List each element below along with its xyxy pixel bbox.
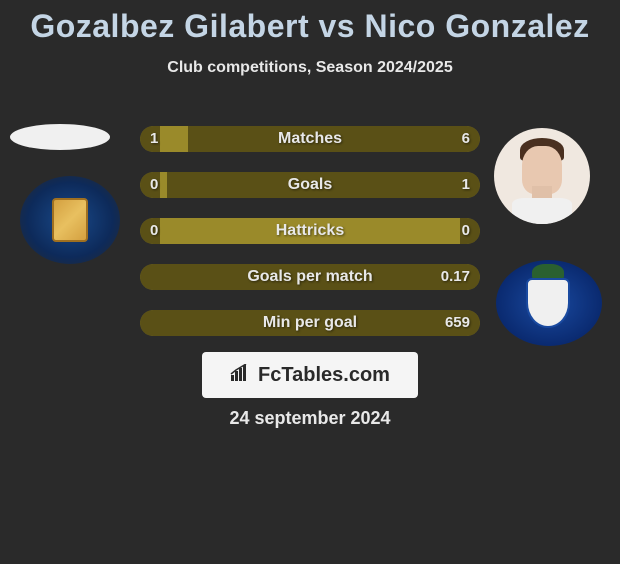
page-subtitle: Club competitions, Season 2024/2025 — [0, 59, 620, 77]
stat-value-right: 1 — [462, 172, 470, 198]
stat-row: Goals0 1 — [140, 172, 480, 198]
date-text: 24 september 2024 — [0, 408, 620, 429]
stat-row: Min per goal659 — [140, 310, 480, 336]
stat-value-left: 0 — [150, 218, 158, 244]
stat-value-right: 0.17 — [441, 264, 470, 290]
brand-badge: FcTables.com — [202, 352, 418, 398]
club-left-crest-icon — [52, 198, 88, 242]
stat-row: Hattricks0 0 — [140, 218, 480, 244]
player-left-club-badge — [20, 176, 120, 264]
stat-value-right: 659 — [445, 310, 470, 336]
stat-value-left: 0 — [150, 172, 158, 198]
player-left-avatar — [10, 124, 110, 150]
stat-value-left: 1 — [150, 126, 158, 152]
avatar-shirt — [512, 198, 572, 224]
bottom-strip — [0, 564, 620, 580]
stat-label: Goals per match — [140, 264, 480, 290]
stat-value-right: 6 — [462, 126, 470, 152]
comparison-infographic: Gozalbez Gilabert vs Nico Gonzalez Club … — [0, 0, 620, 580]
player-right-avatar — [494, 128, 590, 224]
stats-bars: Matches16Goals01Hattricks00Goals per mat… — [140, 126, 480, 356]
stat-row: Goals per match0.17 — [140, 264, 480, 290]
page-title: Gozalbez Gilabert vs Nico Gonzalez — [0, 0, 620, 45]
bar-chart-icon — [230, 364, 252, 387]
stat-label: Min per goal — [140, 310, 480, 336]
stat-label: Goals — [140, 172, 480, 198]
stat-label: Matches — [140, 126, 480, 152]
stat-label: Hattricks — [140, 218, 480, 244]
club-right-shield-icon — [526, 278, 570, 328]
player-right-club-badge — [496, 260, 602, 346]
stat-row: Matches1 6 — [140, 126, 480, 152]
brand-text: FcTables.com — [258, 364, 390, 387]
stat-value-right: 0 — [462, 218, 470, 244]
